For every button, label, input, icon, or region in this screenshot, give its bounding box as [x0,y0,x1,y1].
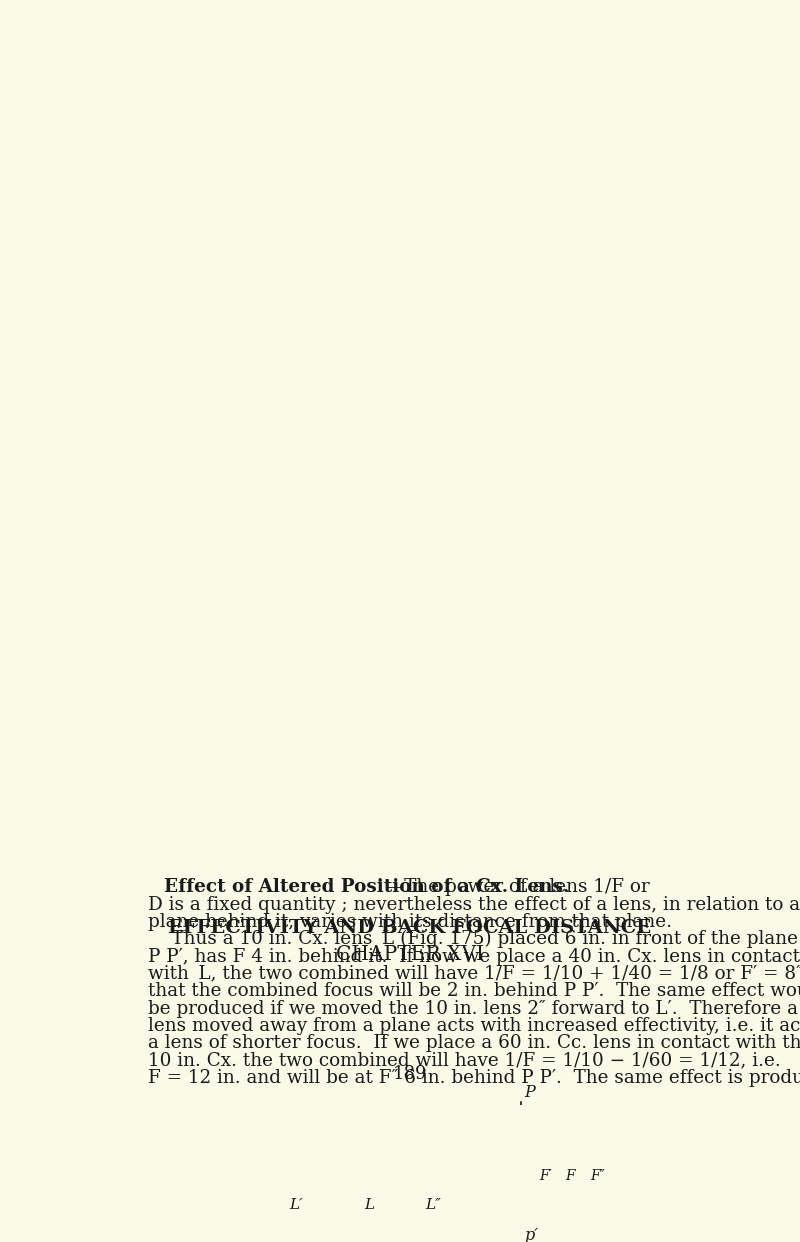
Text: —The power of a lens 1/F or: —The power of a lens 1/F or [386,878,650,897]
Text: be produced if we moved the 10 in. lens 2″ forward to L′.  Therefore a Cx.: be produced if we moved the 10 in. lens … [148,1000,800,1017]
Text: EFFECTIVITY AND BACK FOCAL DISTANCE: EFFECTIVITY AND BACK FOCAL DISTANCE [169,919,651,936]
Text: F′: F′ [539,1169,552,1182]
Text: 189: 189 [393,1066,427,1083]
Text: L′: L′ [290,1197,303,1212]
Text: lens moved away from a plane acts with increased effectivity, i.e. it acts like: lens moved away from a plane acts with i… [148,1017,800,1035]
Text: p′: p′ [524,1227,538,1242]
Text: a lens of shorter focus.  If we place a 60 in. Cc. lens in contact with the: a lens of shorter focus. If we place a 6… [148,1035,800,1052]
Text: CHAPTER XVI: CHAPTER XVI [336,945,484,964]
Text: F″: F″ [590,1169,605,1182]
Text: with  L, the two combined will have 1/F = 1/10 + 1/40 = 1/8 or F′ = 8″ so: with L, the two combined will have 1/F =… [148,965,800,982]
Text: 10 in. Cx. the two combined will have 1/F = 1/10 − 1/60 = 1/12, i.e.: 10 in. Cx. the two combined will have 1/… [148,1052,781,1069]
Text: D is a fixed quantity ; nevertheless the effect of a lens, in relation to a give: D is a fixed quantity ; nevertheless the… [148,895,800,914]
Text: F: F [566,1169,575,1182]
Text: Effect of Altered Position of a Cx. Lens.: Effect of Altered Position of a Cx. Lens… [163,878,569,897]
Text: that the combined focus will be 2 in. behind P P′.  The same effect would: that the combined focus will be 2 in. be… [148,982,800,1000]
Text: F = 12 in. and will be at F″ 6 in. behind P P′.  The same effect is produced if: F = 12 in. and will be at F″ 6 in. behin… [148,1069,800,1087]
Text: P: P [524,1084,534,1100]
Text: L: L [365,1197,374,1212]
Text: plane behind it, varies with its distance from that plane.: plane behind it, varies with its distanc… [148,913,672,932]
Text: L″: L″ [426,1197,441,1212]
Text: P P′, has F 4 in. behind it.  If now we place a 40 in. Cx. lens in contact: P P′, has F 4 in. behind it. If now we p… [148,948,800,965]
Text: Thus a 10 in. Cx. lens  L (Fig. 175) placed 6 in. in front of the plane: Thus a 10 in. Cx. lens L (Fig. 175) plac… [148,930,798,949]
